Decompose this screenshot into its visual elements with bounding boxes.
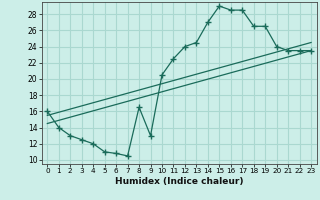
X-axis label: Humidex (Indice chaleur): Humidex (Indice chaleur): [115, 177, 244, 186]
